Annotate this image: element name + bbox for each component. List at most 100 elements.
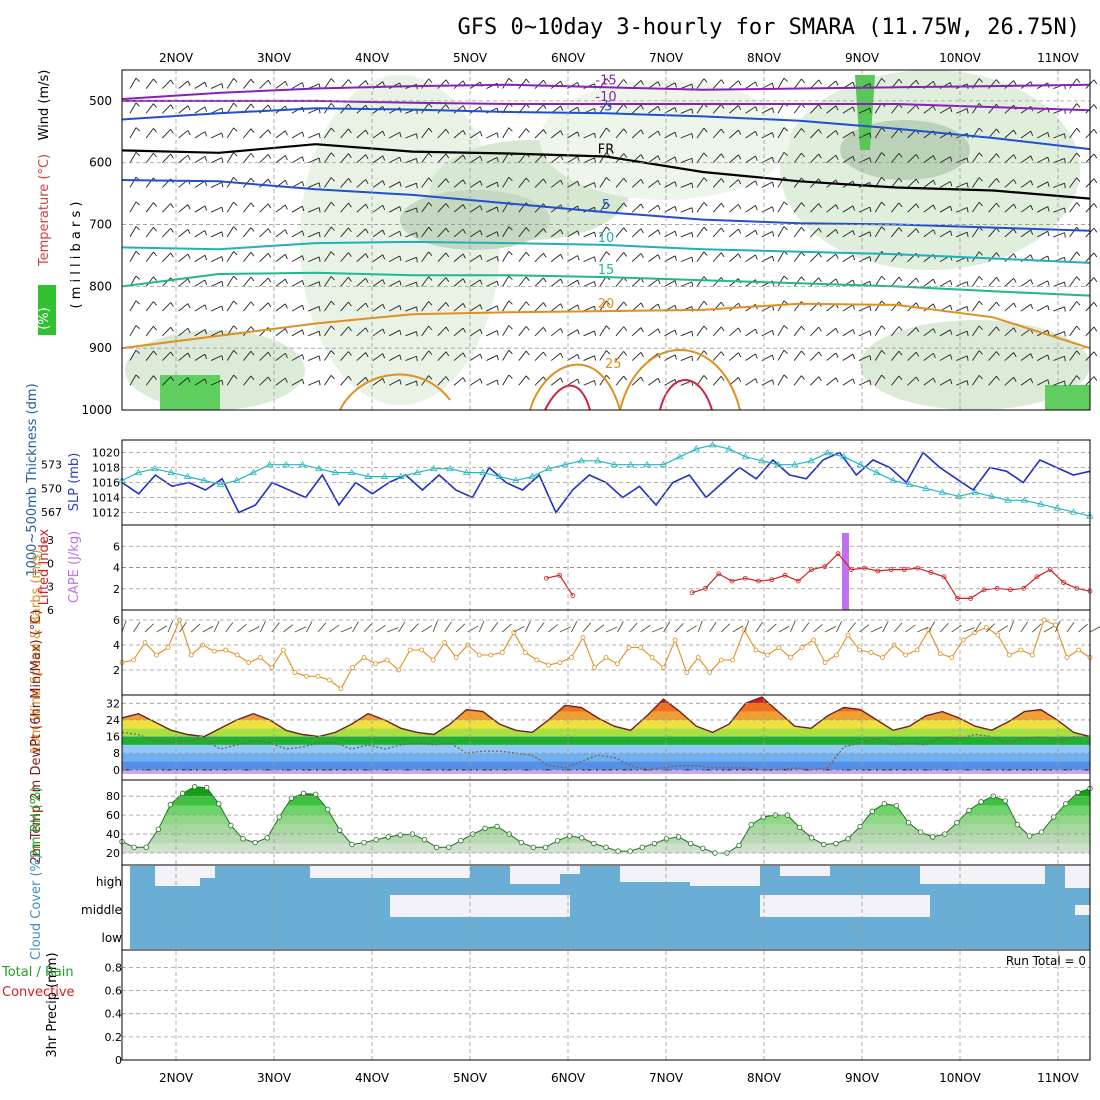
thickness-marker <box>151 464 159 472</box>
wind-barb <box>243 350 252 361</box>
wind-barb <box>416 133 418 139</box>
wind-barb <box>1004 327 1015 337</box>
wind-barb <box>657 328 661 334</box>
wind-barb <box>720 153 725 159</box>
wind-barb <box>615 252 625 262</box>
rh-marker <box>639 844 645 851</box>
wind-barb <box>1036 206 1049 213</box>
wind-barb <box>720 351 725 356</box>
wind-barb <box>405 207 417 213</box>
wind-barb <box>915 104 920 110</box>
wind-barb <box>755 180 758 186</box>
wind-barb <box>284 180 288 185</box>
cloud-gap <box>390 895 570 917</box>
wind-barb <box>818 326 822 332</box>
wind-barb <box>772 107 775 113</box>
contour-label: -15 <box>595 73 616 88</box>
wind-barb <box>835 229 839 235</box>
temp-band <box>122 719 1090 729</box>
wind-barb <box>324 325 332 337</box>
wind-barb <box>525 251 530 257</box>
rh-marker <box>264 835 270 841</box>
wind-barb <box>233 78 238 83</box>
wind-barb <box>233 374 238 379</box>
wind-barb <box>550 303 561 312</box>
wind-barb <box>1064 183 1066 189</box>
wind-tick: 6 <box>113 614 120 627</box>
contour-line-25 <box>339 349 741 411</box>
wind-barb <box>1053 158 1065 164</box>
wind-barb <box>179 621 187 633</box>
wind-barb <box>170 351 174 357</box>
precip-convective-label: Convective <box>2 985 75 1000</box>
wind-barb <box>170 153 174 159</box>
wind-barb <box>1093 227 1098 233</box>
wind-barb <box>793 227 802 238</box>
wind-speed-marker <box>211 648 217 654</box>
wind-barb <box>1069 177 1078 188</box>
wind-barb <box>801 152 805 158</box>
wind-barb <box>153 227 157 232</box>
wind-barb <box>729 179 739 188</box>
wind-barb <box>729 154 739 164</box>
rh-marker <box>421 837 428 843</box>
wind-barb <box>543 327 547 332</box>
wind-barb <box>915 277 920 283</box>
thickness-marker <box>544 464 553 472</box>
wind-barb <box>372 229 384 238</box>
wind-barb <box>664 379 676 386</box>
wind-barb <box>445 178 450 184</box>
wind-barb <box>852 304 856 310</box>
thickness-marker <box>265 460 274 468</box>
wind-speed-marker <box>857 647 862 653</box>
wind-barb <box>156 625 168 633</box>
wind-barb <box>496 281 499 287</box>
wind-barb <box>416 183 418 189</box>
wind-barb <box>135 349 140 354</box>
rh-marker <box>312 791 319 798</box>
wind-barb <box>583 157 595 164</box>
rh-marker <box>893 802 900 809</box>
wind-barb <box>365 377 369 382</box>
wind-barb <box>259 129 269 139</box>
thickness-marker <box>561 460 569 468</box>
wind-barb <box>915 79 920 85</box>
wind-barb <box>469 106 481 114</box>
wind-barb <box>951 624 962 633</box>
wind-barb <box>664 280 676 287</box>
wind-barb <box>178 377 189 386</box>
wind-barb <box>187 303 191 309</box>
wind-barb <box>1064 356 1066 362</box>
wind-barb <box>939 205 951 213</box>
wind-barb <box>348 277 352 282</box>
wind-barb <box>162 104 172 114</box>
wind-barb <box>657 106 661 112</box>
wind-barb <box>399 379 402 385</box>
wind-barb <box>428 350 433 355</box>
wind-barb <box>226 350 234 361</box>
wind-barb <box>648 254 659 263</box>
wind-barb <box>162 79 172 89</box>
wind-speed-marker <box>545 662 551 668</box>
wind-barb <box>496 355 499 361</box>
wind-barb <box>330 276 335 281</box>
wind-barb <box>577 255 580 261</box>
wind-barb <box>1043 625 1055 633</box>
wind-barb <box>284 204 288 210</box>
wind-barb <box>949 379 953 385</box>
wind-barb <box>664 230 676 238</box>
wind-barb <box>382 81 386 87</box>
wind-barb <box>129 374 137 386</box>
wind-barb <box>1013 327 1017 333</box>
wind-barb <box>1020 180 1032 188</box>
wind-barb <box>421 177 430 188</box>
wind-barb <box>479 156 483 162</box>
wind-barb <box>599 300 607 312</box>
wind-barb <box>755 81 758 87</box>
wind-barb <box>1093 376 1098 381</box>
wind-barb <box>745 106 756 114</box>
wind-barb <box>745 328 756 337</box>
wind-barb <box>835 352 839 358</box>
rh-marker <box>325 806 331 813</box>
wind-barb <box>187 105 191 111</box>
